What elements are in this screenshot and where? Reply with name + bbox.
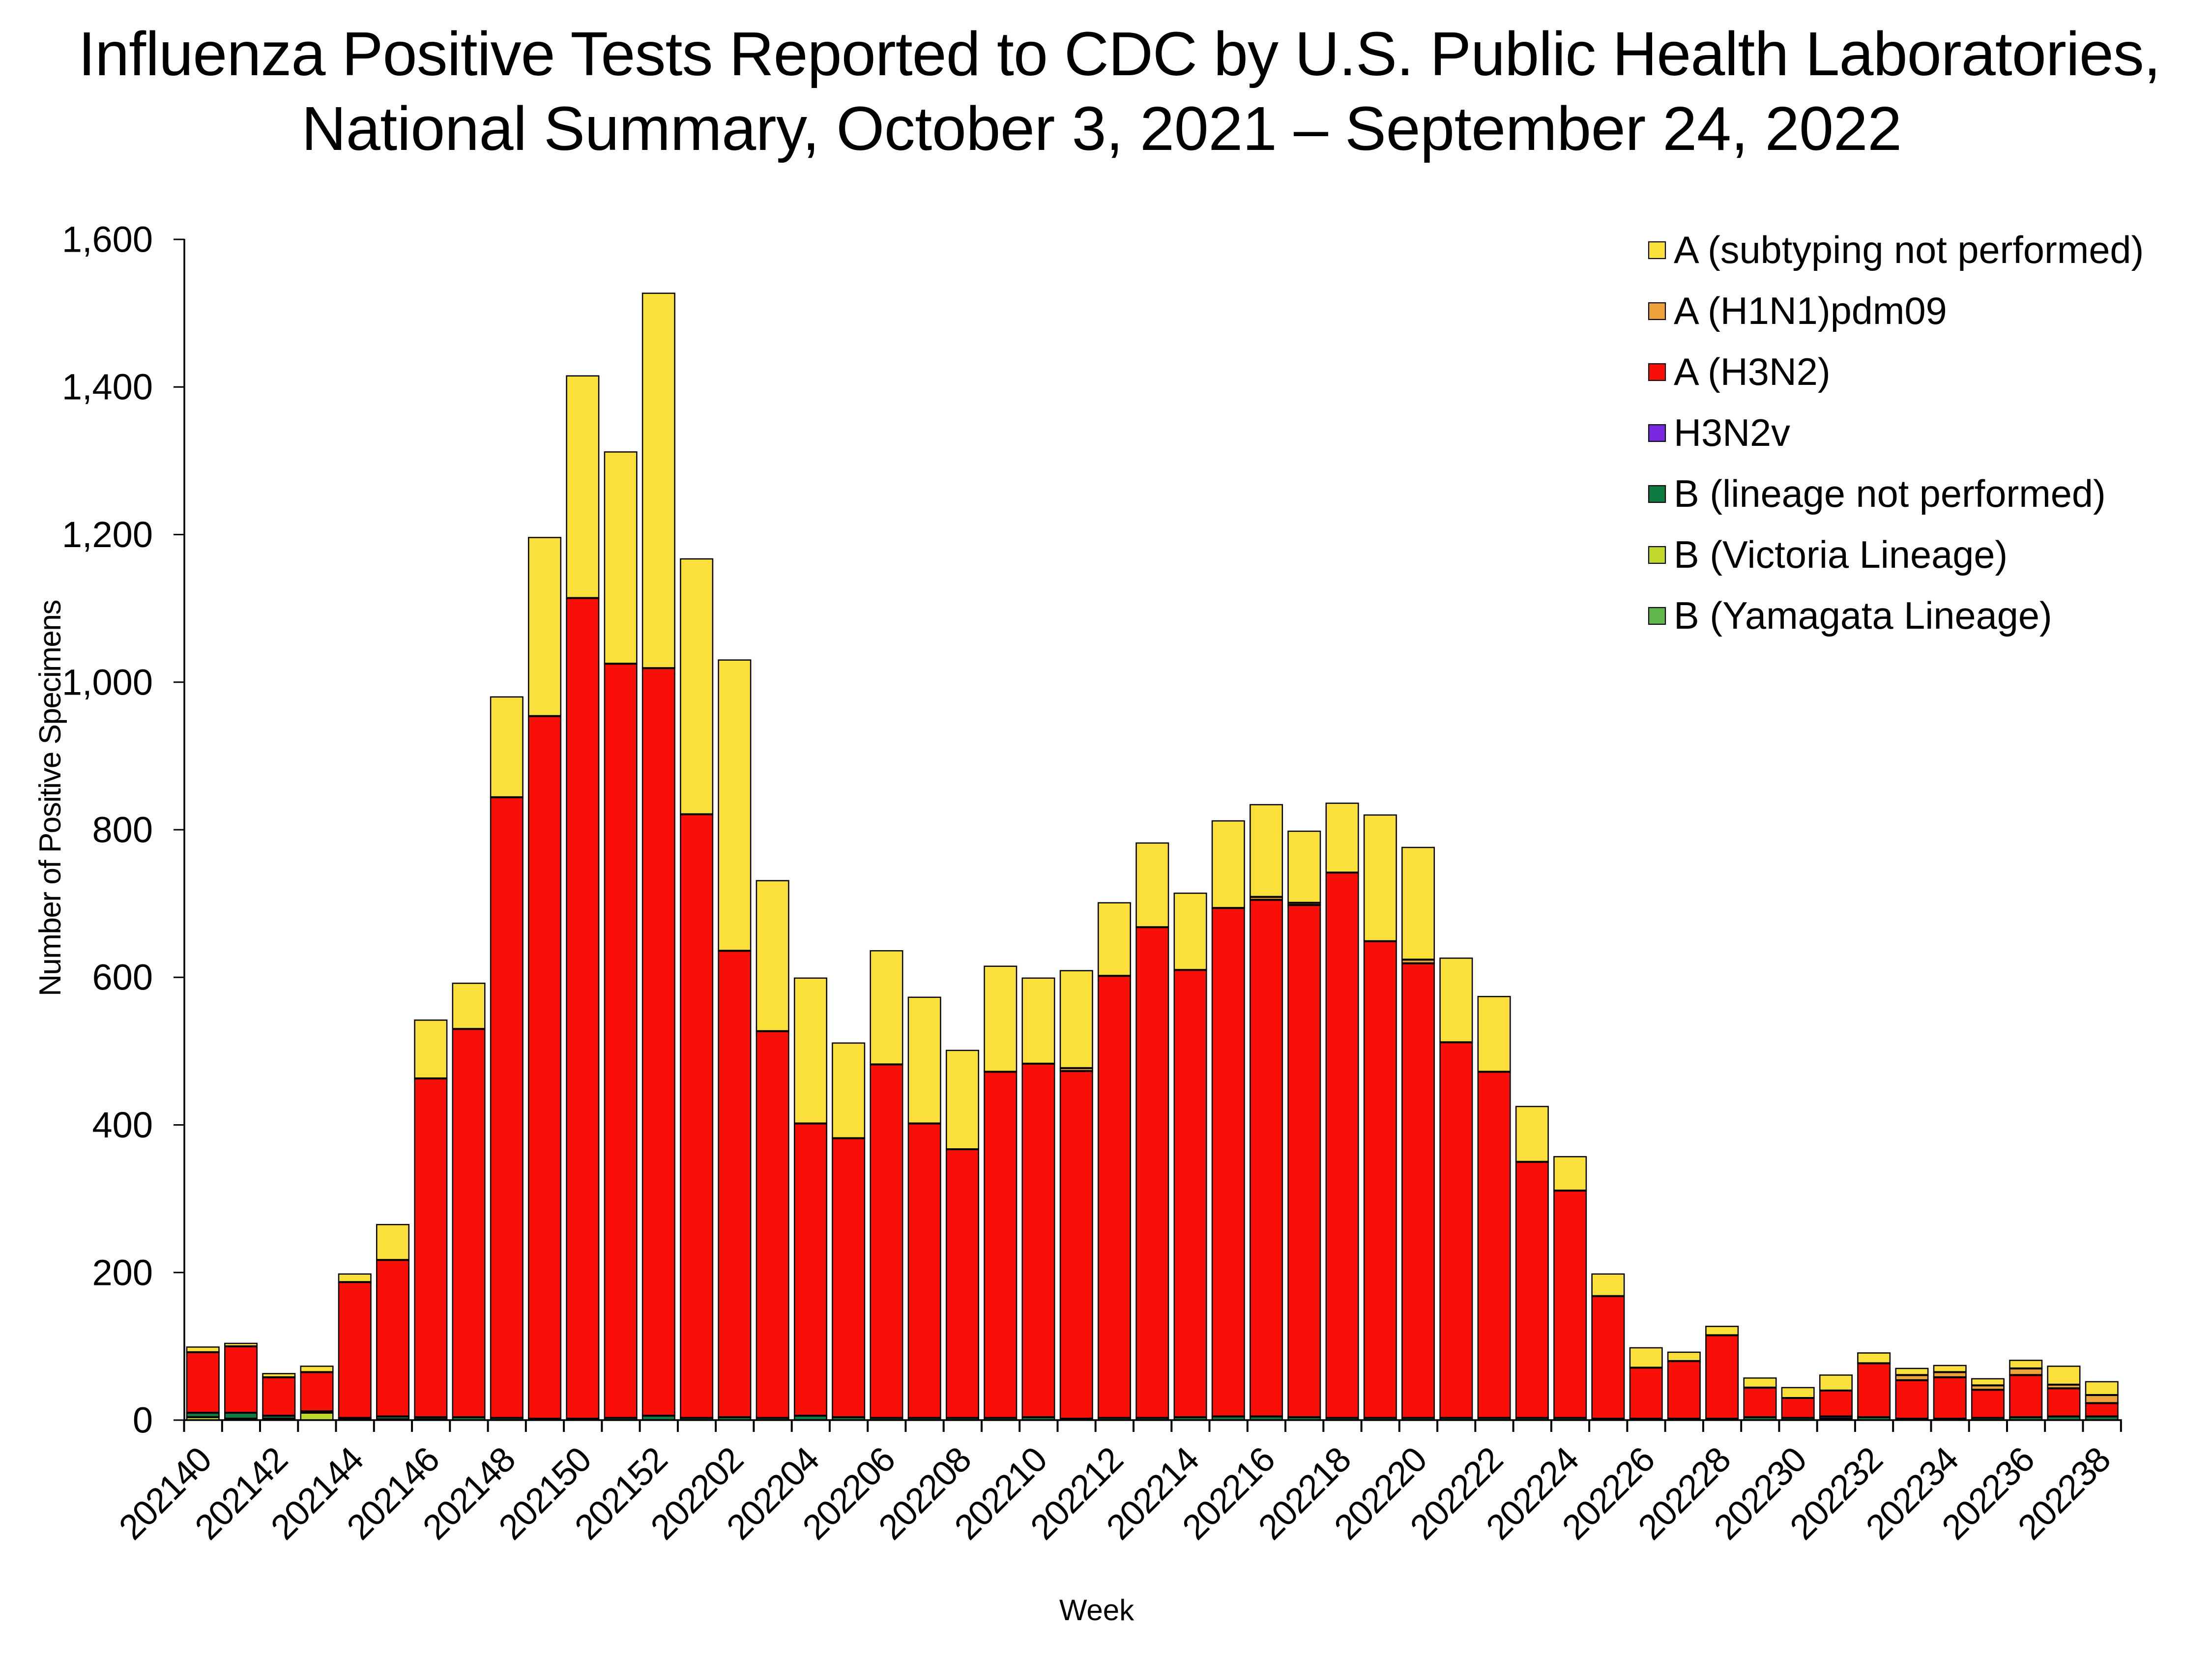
svg-text:B (Victoria Lineage): B (Victoria Lineage) xyxy=(1674,534,2008,576)
svg-text:1,000: 1,000 xyxy=(62,662,153,702)
svg-text:1,200: 1,200 xyxy=(62,514,153,555)
svg-text:A (subtyping not performed): A (subtyping not performed) xyxy=(1674,229,2144,271)
svg-text:National Summary, October 3, 2: National Summary, October 3, 2021 – Sept… xyxy=(301,94,1902,163)
svg-text:Week: Week xyxy=(1059,1594,1135,1627)
svg-text:1,400: 1,400 xyxy=(62,367,153,407)
svg-text:Influenza Positive Tests Repor: Influenza Positive Tests Reported to CDC… xyxy=(78,19,2160,88)
svg-text:400: 400 xyxy=(92,1105,153,1145)
svg-text:B (lineage not performed): B (lineage not performed) xyxy=(1674,473,2106,515)
svg-text:A (H1N1)pdm09: A (H1N1)pdm09 xyxy=(1674,290,1947,332)
svg-text:200: 200 xyxy=(92,1252,153,1293)
svg-text:0: 0 xyxy=(133,1400,153,1441)
svg-text:600: 600 xyxy=(92,957,153,998)
svg-text:1,600: 1,600 xyxy=(62,219,153,260)
svg-text:H3N2v: H3N2v xyxy=(1674,412,1790,454)
svg-text:800: 800 xyxy=(92,810,153,850)
svg-text:Number of Positive Specimens: Number of Positive Specimens xyxy=(33,600,67,996)
svg-text:B (Yamagata Lineage): B (Yamagata Lineage) xyxy=(1674,595,2052,637)
svg-text:A (H3N2): A (H3N2) xyxy=(1674,351,1831,393)
